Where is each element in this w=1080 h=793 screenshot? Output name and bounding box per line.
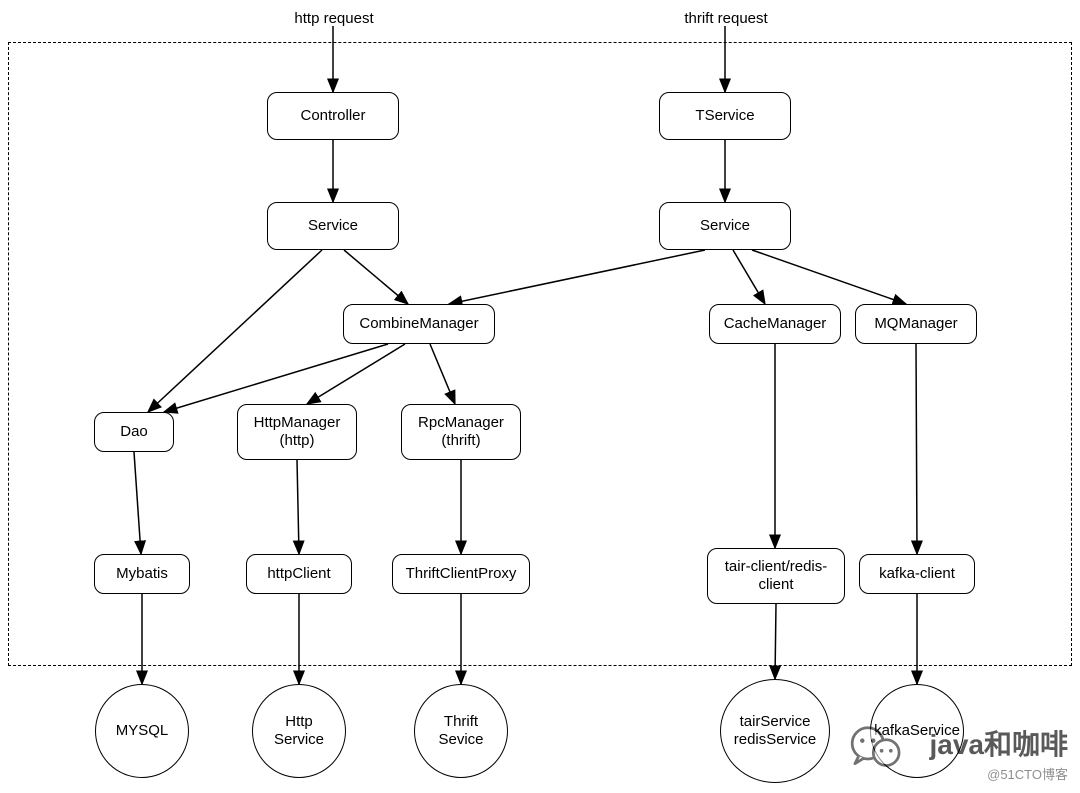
node-cache: CacheManager <box>709 304 841 344</box>
diagram-canvas: http request thrift request Controller TS… <box>0 0 1080 793</box>
node-label: httpClient <box>267 565 330 583</box>
node-tair_svc: tairServiceredisService <box>720 679 830 783</box>
node-thrift_svc: ThriftSevice <box>414 684 508 778</box>
node-label: HttpManager(http) <box>254 414 341 450</box>
node-controller: Controller <box>267 92 399 140</box>
watermark-text-sub: @51CTO博客 <box>987 764 1068 783</box>
entry-label-http: http request <box>284 10 384 27</box>
node-rpc_mgr: RpcManager(thrift) <box>401 404 521 460</box>
node-label: Service <box>308 217 358 235</box>
node-mq: MQManager <box>855 304 977 344</box>
node-label: tair-client/redis-client <box>725 558 828 594</box>
node-label: Controller <box>300 107 365 125</box>
node-label: HttpService <box>274 713 324 749</box>
node-label: MQManager <box>874 315 957 333</box>
node-http_svc: HttpService <box>252 684 346 778</box>
node-dao: Dao <box>94 412 174 452</box>
node-kafka_client: kafka-client <box>859 554 975 594</box>
node-http_client: httpClient <box>246 554 352 594</box>
node-label: ThriftClientProxy <box>406 565 517 583</box>
node-tservice: TService <box>659 92 791 140</box>
node-label: Mybatis <box>116 565 168 583</box>
node-service_right: Service <box>659 202 791 250</box>
node-mybatis: Mybatis <box>94 554 190 594</box>
wechat-watermark-icon <box>849 725 905 771</box>
node-label: RpcManager(thrift) <box>418 414 504 450</box>
node-http_mgr: HttpManager(http) <box>237 404 357 460</box>
node-mysql: MYSQL <box>95 684 189 778</box>
node-label: ThriftSevice <box>438 713 483 749</box>
node-label: Dao <box>120 423 148 441</box>
node-service_left: Service <box>267 202 399 250</box>
node-combine: CombineManager <box>343 304 495 344</box>
node-label: kafka-client <box>879 565 955 583</box>
node-label: TService <box>695 107 754 125</box>
node-label: CombineManager <box>359 315 478 333</box>
entry-label-thrift: thrift request <box>671 10 781 27</box>
node-label: Service <box>700 217 750 235</box>
node-label: MYSQL <box>116 722 169 740</box>
node-thrift_proxy: ThriftClientProxy <box>392 554 530 594</box>
watermark-text-cn: java和咖啡 <box>930 723 1069 763</box>
node-tair_client: tair-client/redis-client <box>707 548 845 604</box>
node-label: tairServiceredisService <box>734 713 817 749</box>
node-label: CacheManager <box>724 315 827 333</box>
